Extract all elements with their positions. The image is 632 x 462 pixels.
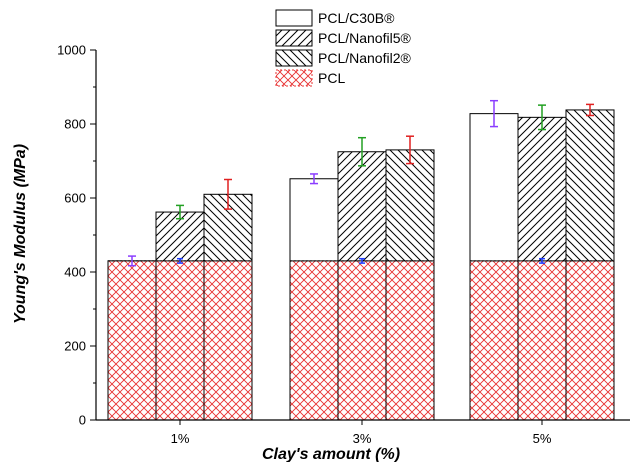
y-tick-label: 800 [64,117,86,132]
legend-label: PCL/Nanofil5® [318,30,411,46]
x-tick-label: 5% [533,431,552,446]
x-tick-label: 3% [353,431,372,446]
error-bars-group [128,99,594,267]
baseline-bar [155,260,205,421]
baseline-bar [107,260,157,421]
baseline-bar [289,260,339,421]
legend-swatch [275,69,313,87]
legend-swatch [275,9,313,27]
plot-area: 1% 3% 5% 0 200 400 600 800 1000 [57,43,630,446]
y-tick-label: 600 [64,191,86,206]
legend-label: PCL/Nanofil2® [318,50,411,66]
baseline-bar [517,260,567,421]
baseline-bar [203,260,253,421]
legend-swatch [275,29,313,47]
y-tick-label: 0 [79,413,86,428]
y-tick-label: 1000 [57,43,86,58]
y-tick-label: 200 [64,339,86,354]
bars-group [107,109,615,421]
legend-swatch [275,49,313,67]
baseline-bar [337,260,387,421]
x-tick-label: 1% [171,431,190,446]
legend: PCL/C30B® PCL/Nanofil5® PCL/Nanofil2® PCL [275,9,411,87]
x-axis-title: Clay's amount (%) [262,446,400,462]
legend-label: PCL/C30B® [318,10,395,26]
baseline-bar [565,260,615,421]
baseline-bar [385,260,435,421]
y-tick-label: 400 [64,265,86,280]
baseline-bar [469,260,519,421]
legend-label: PCL [318,70,345,86]
y-axis-title: Young's Modulus (MPa) [12,144,29,324]
axes-group: 1% 3% 5% 0 200 400 600 800 1000 [57,43,630,446]
